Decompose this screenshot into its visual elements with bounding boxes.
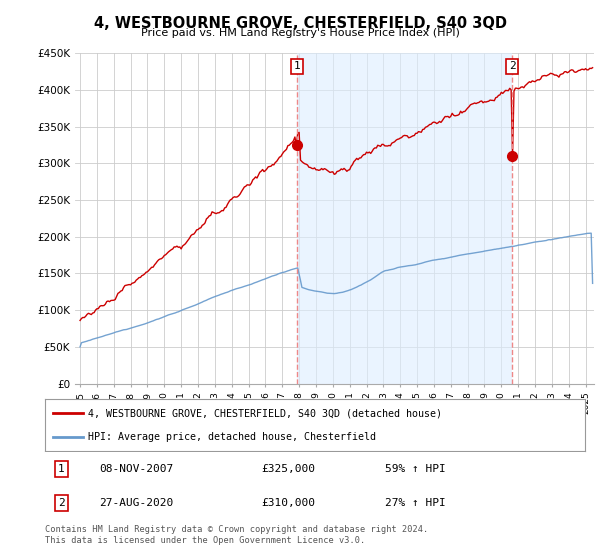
Text: 27% ↑ HPI: 27% ↑ HPI: [385, 498, 446, 508]
Text: 4, WESTBOURNE GROVE, CHESTERFIELD, S40 3QD: 4, WESTBOURNE GROVE, CHESTERFIELD, S40 3…: [94, 16, 506, 31]
Text: 08-NOV-2007: 08-NOV-2007: [99, 464, 173, 474]
Text: 2: 2: [58, 498, 65, 508]
Text: Price paid vs. HM Land Registry's House Price Index (HPI): Price paid vs. HM Land Registry's House …: [140, 28, 460, 38]
Text: Contains HM Land Registry data © Crown copyright and database right 2024.
This d: Contains HM Land Registry data © Crown c…: [45, 525, 428, 545]
Text: £325,000: £325,000: [261, 464, 315, 474]
Text: 27-AUG-2020: 27-AUG-2020: [99, 498, 173, 508]
Text: 4, WESTBOURNE GROVE, CHESTERFIELD, S40 3QD (detached house): 4, WESTBOURNE GROVE, CHESTERFIELD, S40 3…: [88, 408, 442, 418]
Text: £310,000: £310,000: [261, 498, 315, 508]
Text: HPI: Average price, detached house, Chesterfield: HPI: Average price, detached house, Ches…: [88, 432, 376, 442]
Text: 59% ↑ HPI: 59% ↑ HPI: [385, 464, 446, 474]
Text: 1: 1: [58, 464, 65, 474]
Text: 1: 1: [293, 62, 300, 72]
Bar: [297, 53, 512, 384]
Text: 2: 2: [509, 62, 515, 72]
